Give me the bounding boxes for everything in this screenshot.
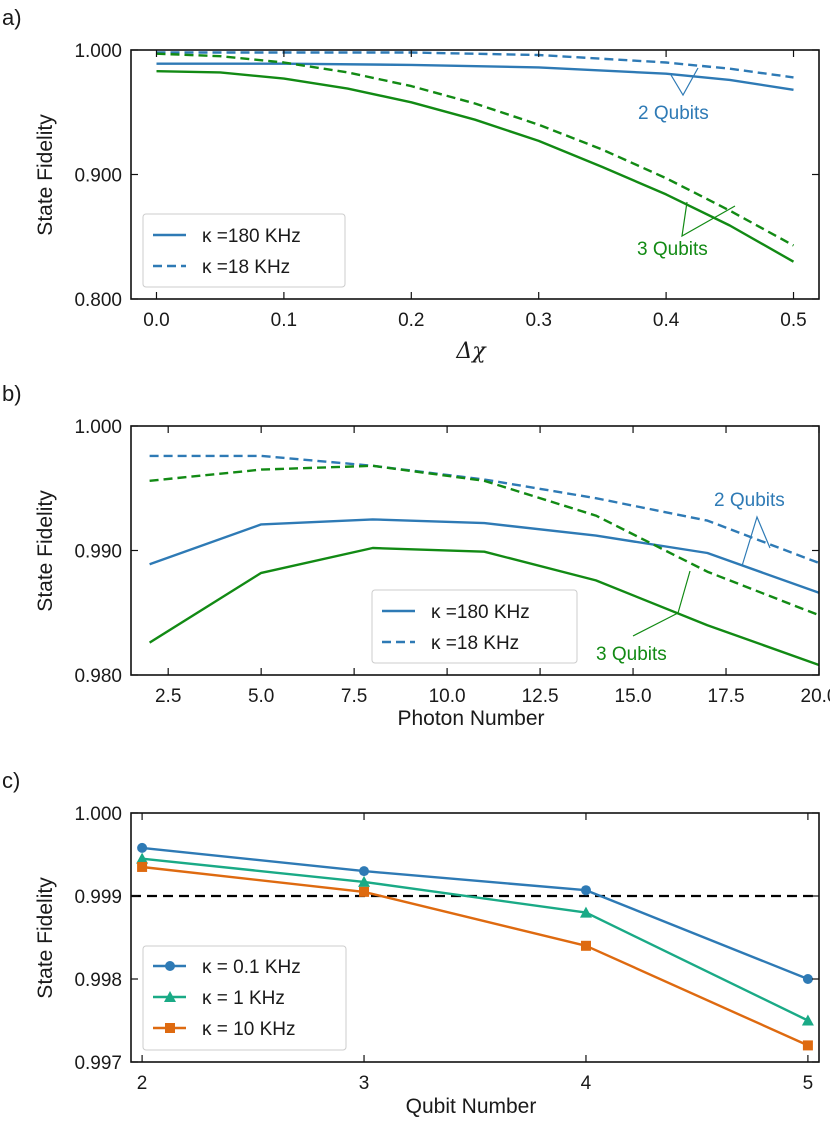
panel-c-series-line-1 [141, 857, 809, 1022]
panel-c-series-2-point [359, 886, 370, 897]
panel-a-xtick-label: 0.0 [143, 310, 169, 331]
panel-a-xtick-label: 0.4 [653, 310, 680, 331]
panel-b-ytick-label: 1.000 [74, 417, 122, 438]
panel-c-legend-label-2: κ = 10 KHz [202, 1019, 295, 1040]
panel-b-2qubits-label: 2 Qubits [714, 490, 785, 511]
panel-c-ylabel: State Fidelity [34, 877, 57, 999]
panel-c-series-line-2 [141, 865, 809, 1047]
panel-a-series-line-0 [156, 62, 794, 91]
panel-b-xtick-label: 12.5 [522, 686, 559, 707]
panel-c-xtick-label: 3 [359, 1073, 370, 1094]
panel-b-series [148, 454, 820, 667]
panel-c-xlabel: Qubit Number [406, 1095, 537, 1118]
panel-c-series-1-point [579, 906, 592, 918]
panel-a-ytick-label: 1.000 [74, 41, 122, 62]
panel-a-xlabel: Δχ [455, 339, 487, 364]
panel-c-legend-label-0: κ = 0.1 KHz [202, 957, 301, 978]
panel-c-ytick-label: 0.997 [74, 1053, 122, 1074]
panel-b-xtick-label: 7.5 [341, 686, 367, 707]
panel-c-xtick-label: 5 [803, 1073, 814, 1094]
panel-c-series-0-point [137, 842, 148, 853]
panel-a: a) 0.0 0.1 0.2 0.3 0.4 0.5 0.800 0.900 1.000 Sta… [2, 5, 820, 364]
panel-b-ytick-label: 0.980 [74, 666, 122, 687]
panel-a-ticks: 0.0 0.1 0.2 0.3 0.4 0.5 0.800 0.900 1.000 [74, 41, 819, 331]
panel-a-legend-box [142, 213, 346, 288]
panel-c-series-2-point [137, 861, 148, 872]
panel-b-legend: κ =180 KHz κ =18 KHz [371, 589, 578, 664]
panel-c-series-1-point [136, 852, 149, 864]
panel-c-legend-marker-triangle [164, 991, 176, 1002]
panel-c-legend-marker-circle [165, 961, 175, 971]
panel-c-series-0-point [802, 974, 813, 984]
panel-c-series-0-point [580, 885, 591, 896]
panel-c-ytick-label: 1.000 [74, 804, 122, 825]
panel-c-ytick-label: 0.998 [74, 970, 122, 991]
panel-b-xtick-label: 20.0 [801, 686, 830, 707]
panel-c-xtick-label: 2 [137, 1073, 148, 1094]
panel-c: c) 2 3 4 5 0.997 0.998 0.999 1.000 State Fideli… [2, 768, 820, 1118]
panel-a-legend-label-1: κ =18 KHz [202, 257, 290, 278]
panel-b-ytick-label: 0.990 [74, 542, 122, 563]
panel-c-xtick-label: 4 [581, 1073, 592, 1094]
panel-b-3qubits-pointer [632, 570, 691, 637]
panel-b-frame [130, 425, 820, 676]
panel-c-series [131, 842, 819, 1051]
panel-a-legend: κ =180 KHz κ =18 KHz [142, 213, 346, 288]
panel-a-annotation-2qubits: 2 Qubits [638, 67, 709, 124]
panel-a-xtick-label: 0.5 [780, 310, 806, 331]
panel-b-legend-label-1: κ =18 KHz [431, 633, 519, 654]
panel-a-3qubits-label: 3 Qubits [637, 239, 708, 260]
panel-a-xtick-label: 0.2 [398, 310, 424, 331]
panel-b-xtick-label: 5.0 [248, 686, 274, 707]
panel-a-ylabel: State Fidelity [34, 114, 57, 236]
panel-c-legend-box [142, 945, 347, 1051]
panel-b-letter: b) [2, 381, 22, 406]
panel-a-3qubits-pointer [681, 201, 736, 238]
panel-a-xtick-label: 0.3 [525, 310, 551, 331]
panel-b-series-line-3 [149, 464, 820, 617]
panel-b-series-line-1 [149, 454, 820, 565]
panel-c-letter: c) [2, 768, 20, 793]
panel-c-legend: κ = 0.1 KHz κ = 1 KHz κ = 10 KHz [142, 945, 347, 1051]
panel-b-series-line-2 [148, 546, 820, 667]
panel-b-xtick-label: 2.5 [155, 686, 181, 707]
panel-a-ytick-label: 0.800 [74, 290, 122, 311]
panel-c-frame [130, 812, 820, 1063]
panel-a-2qubits-pointer [670, 67, 699, 97]
panel-a-letter: a) [2, 5, 22, 30]
panel-b-annotation-3qubits: 3 Qubits [596, 570, 691, 665]
panel-b-xtick-label: 15.0 [615, 686, 652, 707]
panel-b-ylabel: State Fidelity [34, 490, 57, 612]
panel-b-xlabel: Photon Number [397, 707, 544, 730]
panel-a-series-line-3 [156, 52, 795, 247]
panel-b-2qubits-pointer [741, 515, 771, 567]
panel-c-ytick-label: 0.999 [74, 887, 122, 908]
panel-c-series-2-point [802, 1040, 813, 1051]
panel-c-legend-label-1: κ = 1 KHz [202, 988, 285, 1009]
panel-c-series-2-point [580, 940, 591, 951]
panel-b-legend-label-0: κ =180 KHz [431, 602, 530, 623]
panel-c-series-line-0 [141, 846, 809, 981]
panel-b-legend-box [371, 589, 578, 664]
panel-b-annotation-2qubits: 2 Qubits [714, 490, 785, 567]
panel-b-xtick-label: 17.5 [708, 686, 745, 707]
panel-c-series-1-point [358, 875, 371, 887]
panel-a-legend-label-0: κ =180 KHz [202, 226, 301, 247]
panel-a-frame [130, 49, 820, 300]
panel-b-xtick-label: 10.0 [429, 686, 466, 707]
panel-b-series-line-0 [149, 518, 820, 594]
panel-a-series-line-2 [156, 70, 795, 263]
panel-a-ytick-label: 0.900 [74, 166, 122, 187]
panel-c-series-0-point [359, 866, 370, 877]
panel-a-annotation-3qubits: 3 Qubits [637, 201, 736, 260]
panel-b: b) 2.5 5.0 7.5 10.0 12.5 15.0 17.5 20.0 0.980 0.9… [2, 381, 830, 730]
panel-b-ticks: 2.5 5.0 7.5 10.0 12.5 15.0 17.5 20.0 0.980 0.990 1… [74, 417, 830, 707]
panel-a-xtick-label: 0.1 [271, 310, 297, 331]
panel-a-2qubits-label: 2 Qubits [638, 103, 709, 124]
panel-b-3qubits-label: 3 Qubits [596, 644, 667, 665]
panel-c-series-1-point [801, 1014, 814, 1026]
panel-c-legend-marker-square [165, 1023, 175, 1033]
